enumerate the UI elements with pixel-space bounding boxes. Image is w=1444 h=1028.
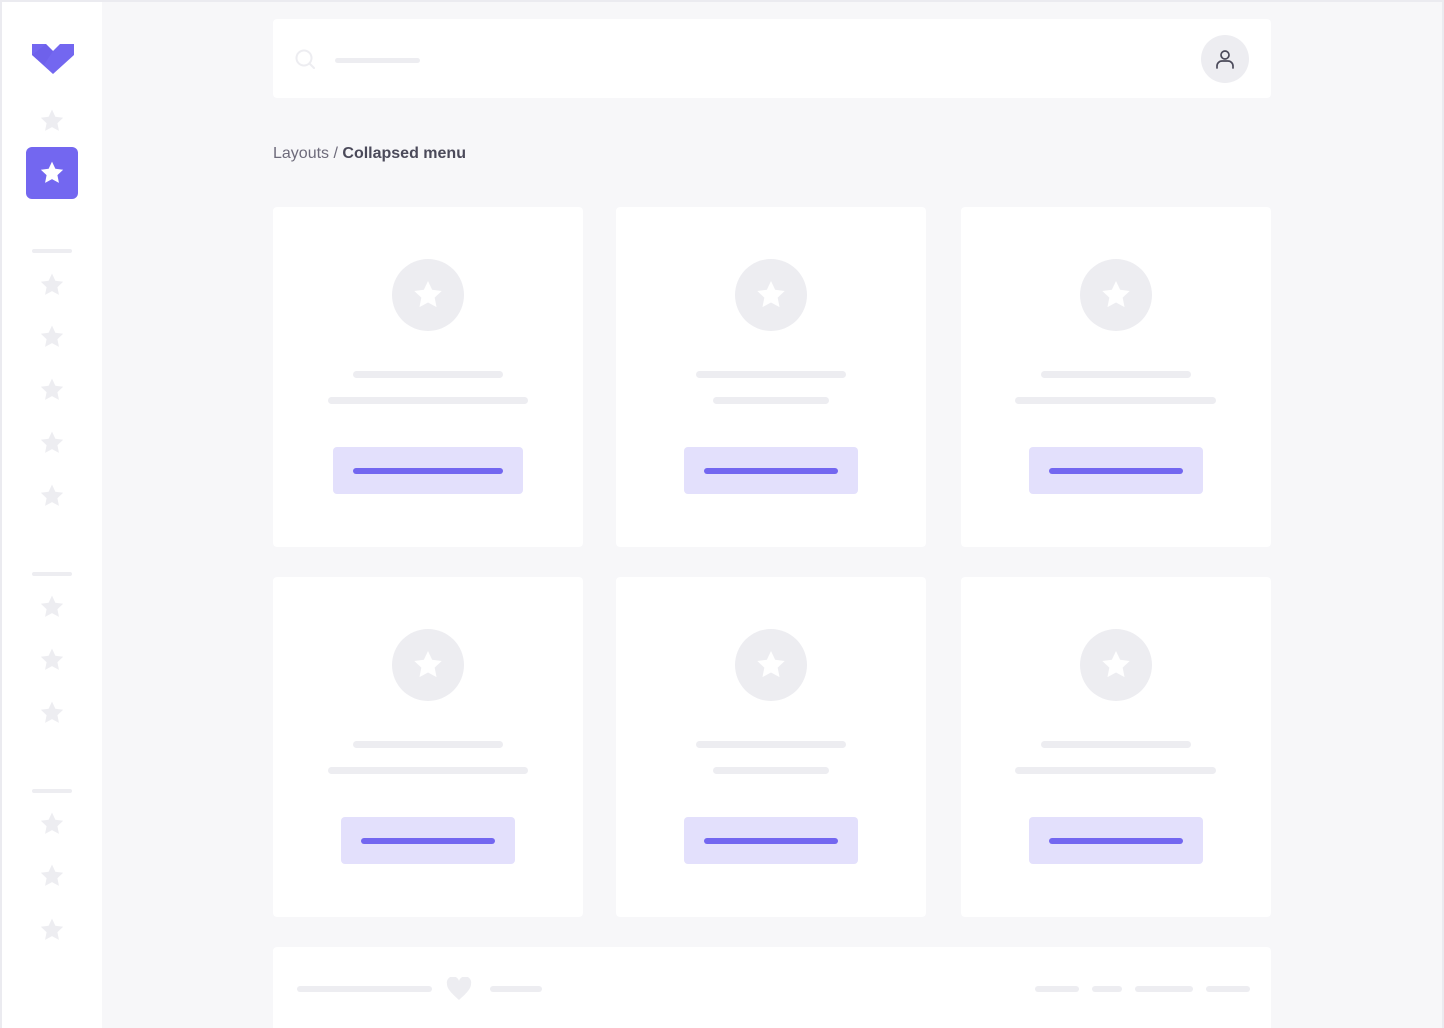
card-avatar	[1080, 629, 1152, 701]
heart-icon	[446, 977, 472, 1000]
footer-text	[297, 986, 432, 992]
star-icon	[40, 431, 64, 453]
card-subtitle	[1015, 397, 1216, 404]
sidebar-item[interactable]	[2, 377, 102, 403]
breadcrumb-current: Collapsed menu	[342, 145, 466, 162]
footer-link[interactable]	[1092, 986, 1122, 992]
card-button-label	[1049, 467, 1183, 474]
card-title	[1041, 371, 1191, 378]
card-button-label	[704, 837, 838, 844]
star-icon	[40, 273, 64, 295]
card-title	[696, 371, 846, 378]
card-button[interactable]	[333, 447, 523, 494]
card-subtitle	[328, 767, 528, 774]
card-subtitle	[713, 397, 829, 404]
sidebar-item[interactable]	[2, 324, 102, 350]
card-button-label	[704, 467, 838, 474]
card-avatar	[1080, 259, 1152, 331]
card	[961, 207, 1271, 547]
star-icon	[40, 161, 64, 183]
sidebar-item[interactable]	[2, 917, 102, 943]
sidebar-item[interactable]	[2, 594, 102, 620]
brand-logo-icon	[32, 44, 74, 74]
sidebar-item[interactable]	[2, 863, 102, 889]
card-avatar	[735, 259, 807, 331]
star-icon	[1102, 281, 1130, 308]
star-icon	[40, 812, 64, 834]
footer	[273, 947, 1271, 1028]
card	[961, 577, 1271, 917]
sidebar-divider	[32, 249, 72, 253]
sidebar-item[interactable]	[2, 430, 102, 456]
card-button-label	[1049, 837, 1183, 844]
breadcrumb-parent[interactable]: Layouts	[273, 145, 330, 162]
avatar[interactable]	[1201, 35, 1249, 83]
star-icon	[40, 701, 64, 723]
sidebar-item[interactable]	[2, 647, 102, 673]
card-avatar	[392, 629, 464, 701]
card-button[interactable]	[1029, 817, 1203, 864]
star-icon	[40, 918, 64, 940]
card-subtitle	[1015, 767, 1216, 774]
user-icon	[1216, 50, 1234, 69]
sidebar-item[interactable]	[2, 811, 102, 837]
footer-link[interactable]	[1206, 986, 1250, 992]
card-button[interactable]	[684, 817, 858, 864]
card-button[interactable]	[1029, 447, 1203, 494]
sidebar-item[interactable]	[2, 483, 102, 509]
card-button-label	[353, 467, 503, 474]
card	[616, 577, 926, 917]
sidebar-item[interactable]	[2, 272, 102, 298]
card-title	[353, 741, 503, 748]
card-subtitle	[328, 397, 528, 404]
star-icon	[40, 595, 64, 617]
card-title	[1041, 741, 1191, 748]
footer-link[interactable]	[1135, 986, 1193, 992]
card	[273, 207, 583, 547]
sidebar	[2, 2, 102, 1028]
star-icon	[414, 651, 442, 678]
search-input[interactable]	[335, 58, 420, 63]
card-button-label	[361, 837, 495, 844]
footer-text	[490, 986, 542, 992]
star-icon	[40, 648, 64, 670]
star-icon	[40, 325, 64, 347]
sidebar-item-active[interactable]	[26, 147, 78, 199]
card-button[interactable]	[341, 817, 515, 864]
star-icon	[1102, 651, 1130, 678]
card	[273, 577, 583, 917]
search-icon[interactable]	[295, 49, 317, 71]
card-avatar	[392, 259, 464, 331]
sidebar-item[interactable]	[2, 108, 102, 134]
star-icon	[40, 109, 64, 131]
star-icon	[40, 484, 64, 506]
footer-link[interactable]	[1035, 986, 1079, 992]
card	[616, 207, 926, 547]
card-avatar	[735, 629, 807, 701]
card-title	[353, 371, 503, 378]
star-icon	[414, 281, 442, 308]
breadcrumb-separator: /	[329, 145, 343, 162]
sidebar-divider	[32, 789, 72, 793]
sidebar-divider	[32, 572, 72, 576]
star-icon	[757, 651, 785, 678]
star-icon	[40, 864, 64, 886]
card-title	[696, 741, 846, 748]
star-icon	[40, 378, 64, 400]
sidebar-item[interactable]	[2, 700, 102, 726]
card-button[interactable]	[684, 447, 858, 494]
card-subtitle	[713, 767, 829, 774]
star-icon	[757, 281, 785, 308]
top-bar	[273, 19, 1271, 98]
breadcrumb: Layouts / Collapsed menu	[273, 145, 466, 163]
